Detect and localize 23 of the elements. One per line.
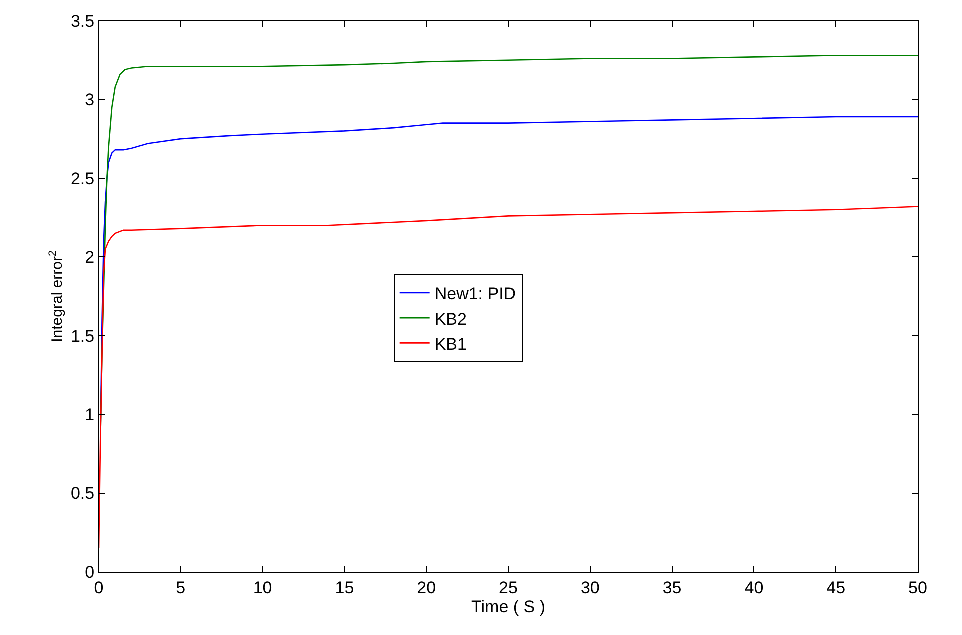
x-tick-label: 5 [176, 578, 186, 598]
x-tick-label: 25 [499, 578, 518, 598]
legend-label: New1: PID [434, 284, 516, 304]
x-tick-label: 20 [417, 578, 436, 598]
legend-label: KB2 [434, 310, 467, 329]
x-tick-label: 30 [580, 578, 600, 598]
legend-label: KB1 [434, 334, 467, 354]
y-tick-label: 2.5 [70, 169, 95, 188]
x-tick-label: 45 [826, 578, 846, 598]
line-series [99, 206, 918, 550]
y-tick-label: 3.5 [70, 12, 95, 31]
y-tick-label: 3 [85, 90, 95, 110]
y-tick-label: 2 [85, 248, 95, 268]
x-axis-title: Time ( S ) [472, 597, 546, 616]
x-tick-label: 40 [744, 578, 764, 598]
x-tick-label: 10 [253, 578, 272, 598]
x-tick-label: 35 [662, 578, 682, 598]
y-tick-label: 1.5 [70, 326, 95, 346]
x-tick-label: 50 [908, 578, 928, 598]
y-tick-label: 0 [85, 562, 95, 582]
x-tick-label: 15 [335, 578, 354, 598]
y-tick-label: 0.5 [70, 484, 95, 504]
y-tick-label: 1 [85, 406, 95, 425]
